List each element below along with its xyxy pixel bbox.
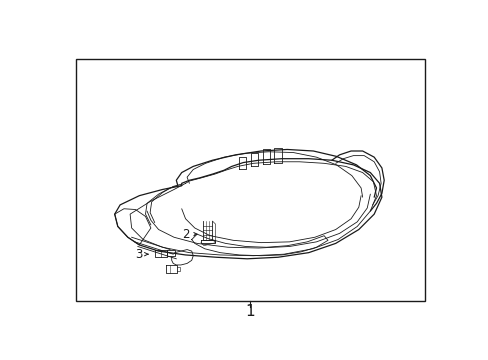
Text: 3: 3 — [135, 248, 143, 261]
Text: 1: 1 — [245, 305, 255, 319]
Bar — [76, 59, 424, 301]
Text: 2: 2 — [182, 228, 190, 240]
